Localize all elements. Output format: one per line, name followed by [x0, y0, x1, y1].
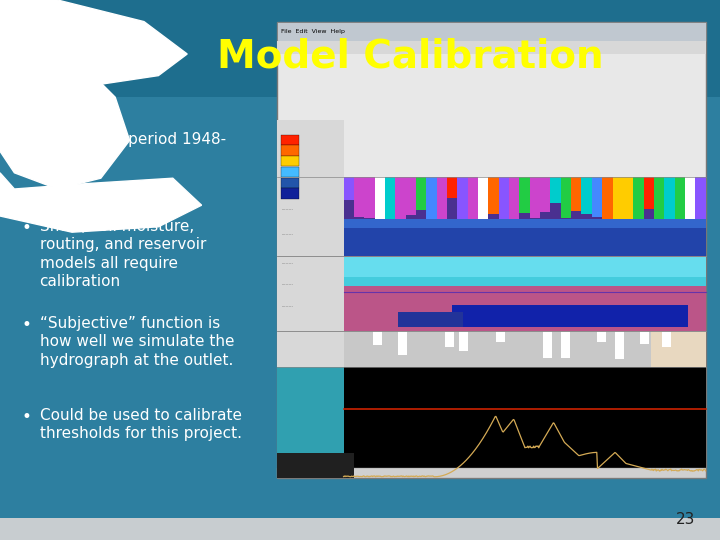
Text: “Subjective” function is
how well we simulate the
hydrograph at the outlet.: “Subjective” function is how well we sim…	[40, 316, 234, 368]
Bar	[374, 177, 385, 220]
Text: Could be used to calibrate
thresholds for this project.: Could be used to calibrate thresholds fo…	[40, 408, 242, 441]
Bar	[372, 331, 382, 345]
Bar	[582, 177, 592, 214]
Bar	[641, 331, 649, 344]
Bar	[282, 167, 299, 177]
Text: Calibration period 1948-
2004: Calibration period 1948- 2004	[40, 132, 226, 166]
Bar	[644, 177, 654, 209]
Text: 23: 23	[675, 511, 695, 526]
Polygon shape	[0, 173, 202, 232]
Bar	[405, 177, 416, 215]
Bar	[282, 156, 299, 166]
Bar	[592, 177, 602, 217]
Bar	[457, 177, 468, 237]
Bar	[499, 177, 509, 219]
Bar	[665, 177, 675, 230]
Bar	[277, 367, 343, 478]
Bar	[277, 468, 706, 478]
Bar	[597, 331, 606, 342]
Text: --------: --------	[282, 261, 294, 265]
Bar	[343, 258, 706, 286]
Bar	[633, 177, 644, 227]
Bar	[675, 177, 685, 229]
Bar	[543, 331, 552, 358]
Bar	[623, 177, 633, 220]
Text: File  Edit  View  Help: File Edit View Help	[282, 29, 346, 33]
Text: •: •	[22, 219, 32, 237]
Polygon shape	[0, 0, 130, 189]
Bar	[343, 177, 706, 256]
Bar	[343, 258, 706, 277]
Bar	[478, 177, 488, 221]
Text: --------: --------	[282, 232, 294, 237]
Bar	[447, 177, 457, 198]
Bar	[343, 228, 706, 256]
Bar	[437, 177, 447, 241]
Bar	[364, 177, 374, 218]
Bar	[551, 177, 561, 204]
Polygon shape	[0, 0, 187, 86]
Bar	[652, 331, 706, 367]
Bar	[540, 177, 551, 212]
Bar	[416, 177, 426, 211]
Text: Model Calibration: Model Calibration	[217, 38, 603, 76]
Text: Snow, soil moisture,
routing, and reservoir
models all require
calibration: Snow, soil moisture, routing, and reserv…	[40, 219, 206, 289]
Bar	[277, 120, 343, 478]
Bar	[459, 331, 469, 352]
Bar	[452, 305, 688, 327]
Bar	[398, 312, 463, 327]
Text: --------: --------	[282, 304, 294, 308]
Bar	[519, 177, 530, 213]
Bar	[343, 331, 706, 367]
Bar	[277, 367, 706, 478]
Bar	[696, 177, 706, 238]
Bar	[395, 177, 405, 238]
Text: --------: --------	[282, 282, 294, 287]
Bar	[282, 135, 299, 145]
Text: MCPS Step Number : 4: MCPS Step Number : 4	[286, 470, 348, 475]
Bar	[343, 219, 706, 228]
Text: •: •	[22, 408, 32, 426]
Bar	[343, 367, 706, 478]
Bar	[654, 177, 665, 228]
Bar	[426, 177, 437, 230]
Bar	[561, 331, 570, 358]
Bar	[277, 22, 706, 478]
Bar	[385, 177, 395, 220]
Bar	[0, 0, 720, 97]
Bar	[602, 177, 613, 234]
Bar	[495, 331, 505, 342]
Bar	[277, 22, 706, 40]
Bar	[561, 177, 571, 218]
Bar	[398, 331, 407, 355]
Bar	[468, 177, 478, 240]
Bar	[685, 177, 696, 227]
Bar	[488, 177, 499, 214]
Bar	[445, 331, 454, 347]
Bar	[509, 177, 519, 220]
Bar	[530, 177, 540, 218]
Text: •: •	[22, 132, 32, 150]
Bar	[282, 188, 299, 199]
Bar	[282, 178, 299, 188]
Bar	[615, 331, 624, 359]
Bar	[282, 145, 299, 156]
Bar	[0, 518, 720, 540]
Bar	[277, 453, 354, 478]
Bar	[571, 177, 582, 211]
Text: •: •	[22, 316, 32, 334]
Bar	[613, 177, 623, 232]
Bar	[343, 256, 706, 331]
Text: --------: --------	[282, 207, 294, 211]
Bar	[662, 331, 671, 347]
Bar	[277, 40, 706, 54]
Bar	[343, 177, 354, 200]
Bar	[354, 177, 364, 218]
